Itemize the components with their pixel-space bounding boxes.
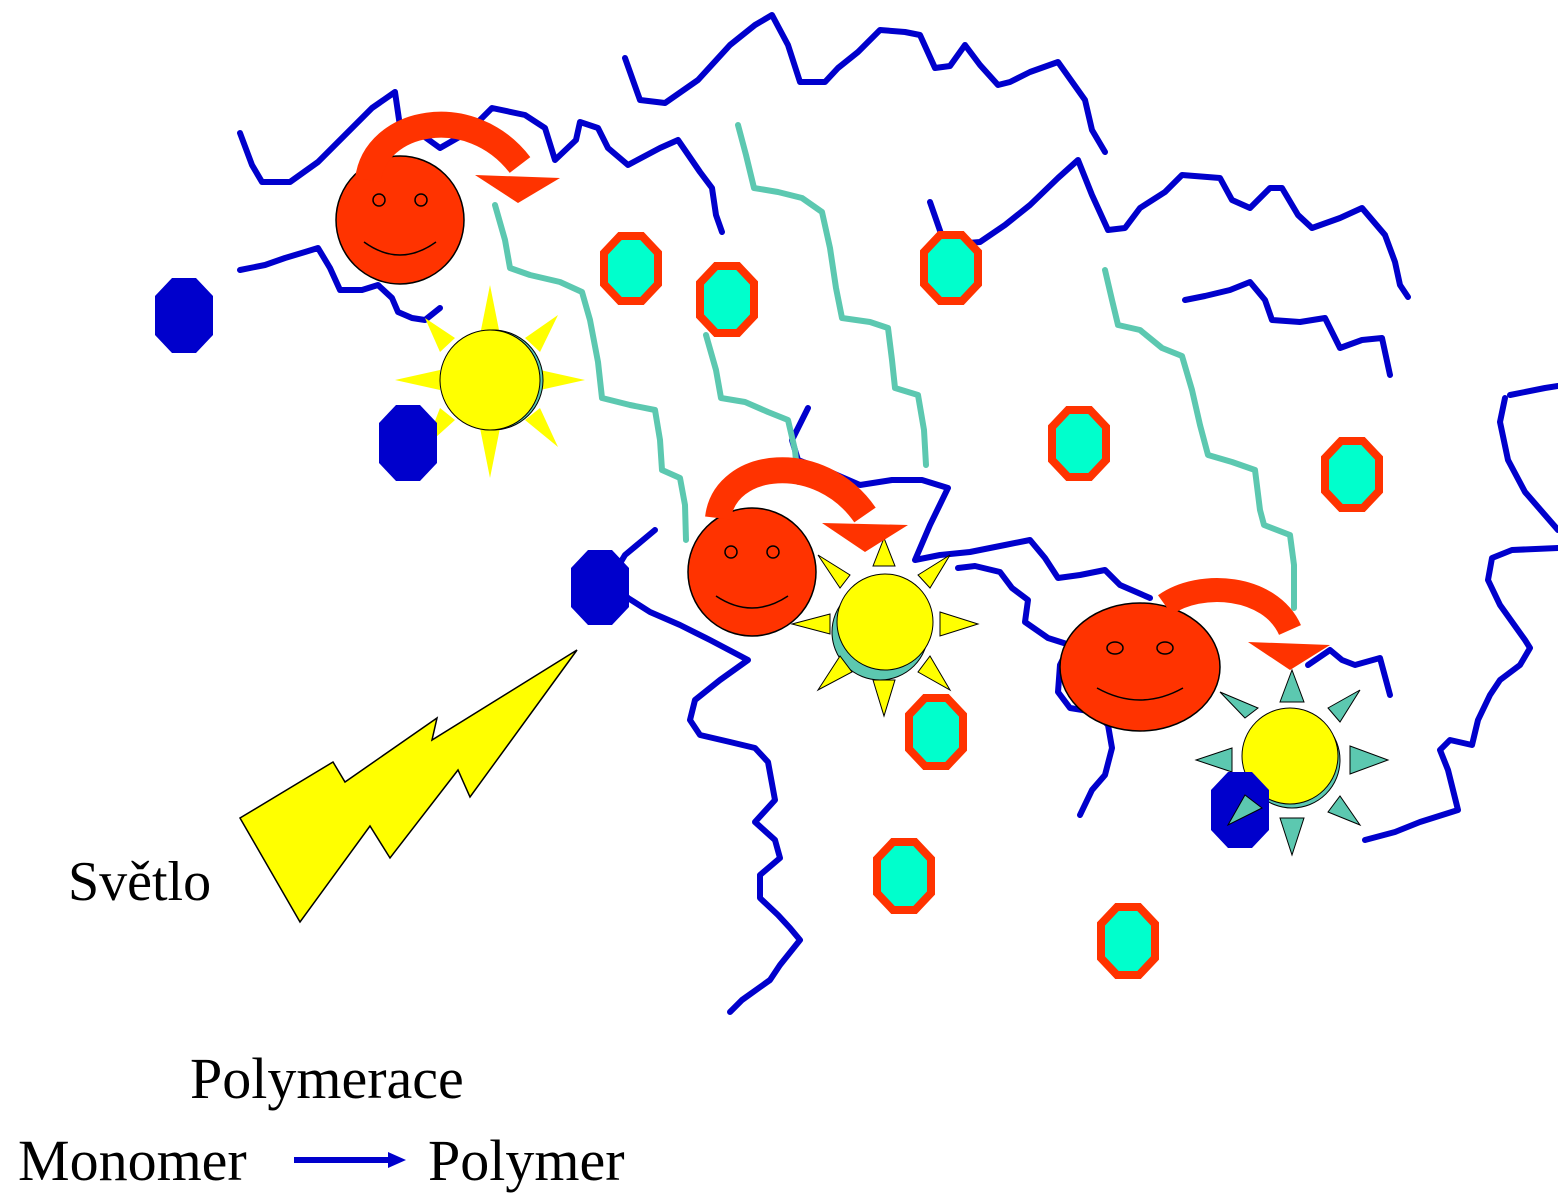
polymer-chain xyxy=(1497,395,1558,533)
grafted-chains xyxy=(492,122,1297,611)
polymer-chain xyxy=(237,245,443,323)
polymer-chain xyxy=(1305,647,1393,698)
octagon-icon xyxy=(379,405,437,481)
polymer-chain xyxy=(622,12,1108,155)
octagon-ring-icon xyxy=(873,838,935,914)
lightning-bolt-icon xyxy=(238,649,578,924)
light-label: Světlo xyxy=(68,851,212,913)
polymer-chain xyxy=(607,527,803,1015)
product-label: Polymer xyxy=(428,1128,625,1193)
polymer-chain xyxy=(1507,383,1558,398)
octagon-icon xyxy=(155,278,213,353)
sun-ray xyxy=(1226,794,1263,827)
curved-arrow-icon xyxy=(705,457,908,552)
curved-arrow-icon xyxy=(355,111,560,203)
reactant-label: Monomer xyxy=(18,1128,247,1193)
octagon-ring-icon xyxy=(905,694,967,770)
initiators xyxy=(600,231,1383,979)
reaction-arrow-icon xyxy=(294,1152,406,1168)
grafted-chain xyxy=(703,332,801,485)
process-label: Polymerace xyxy=(190,1046,464,1111)
curved-arrow-icon xyxy=(1158,578,1330,670)
monomers xyxy=(155,278,1269,848)
polymer-chain xyxy=(237,89,725,235)
octagon-ring-icon xyxy=(600,232,662,305)
smiley-face-icon xyxy=(1059,602,1221,732)
polymer-chain xyxy=(1362,545,1558,843)
grafted-chain xyxy=(1102,267,1297,611)
sun-icon xyxy=(395,285,585,478)
octagon-ring-icon xyxy=(920,231,982,305)
grafted-chain xyxy=(492,202,689,543)
polymer-chain xyxy=(927,157,1411,300)
sun-icon xyxy=(1194,668,1390,857)
octagon-icon xyxy=(571,550,629,625)
octagon-ring-icon xyxy=(1097,903,1159,979)
polymer-chain xyxy=(1182,279,1393,378)
smiley-face-icon xyxy=(335,155,465,285)
grafted-chain xyxy=(735,122,929,468)
octagon-ring-icon xyxy=(1048,406,1110,481)
smiley-face-icon xyxy=(687,507,817,637)
octagon-ring-icon xyxy=(696,262,758,337)
sun-icon xyxy=(790,536,980,718)
octagon-ring-icon xyxy=(1321,437,1383,512)
